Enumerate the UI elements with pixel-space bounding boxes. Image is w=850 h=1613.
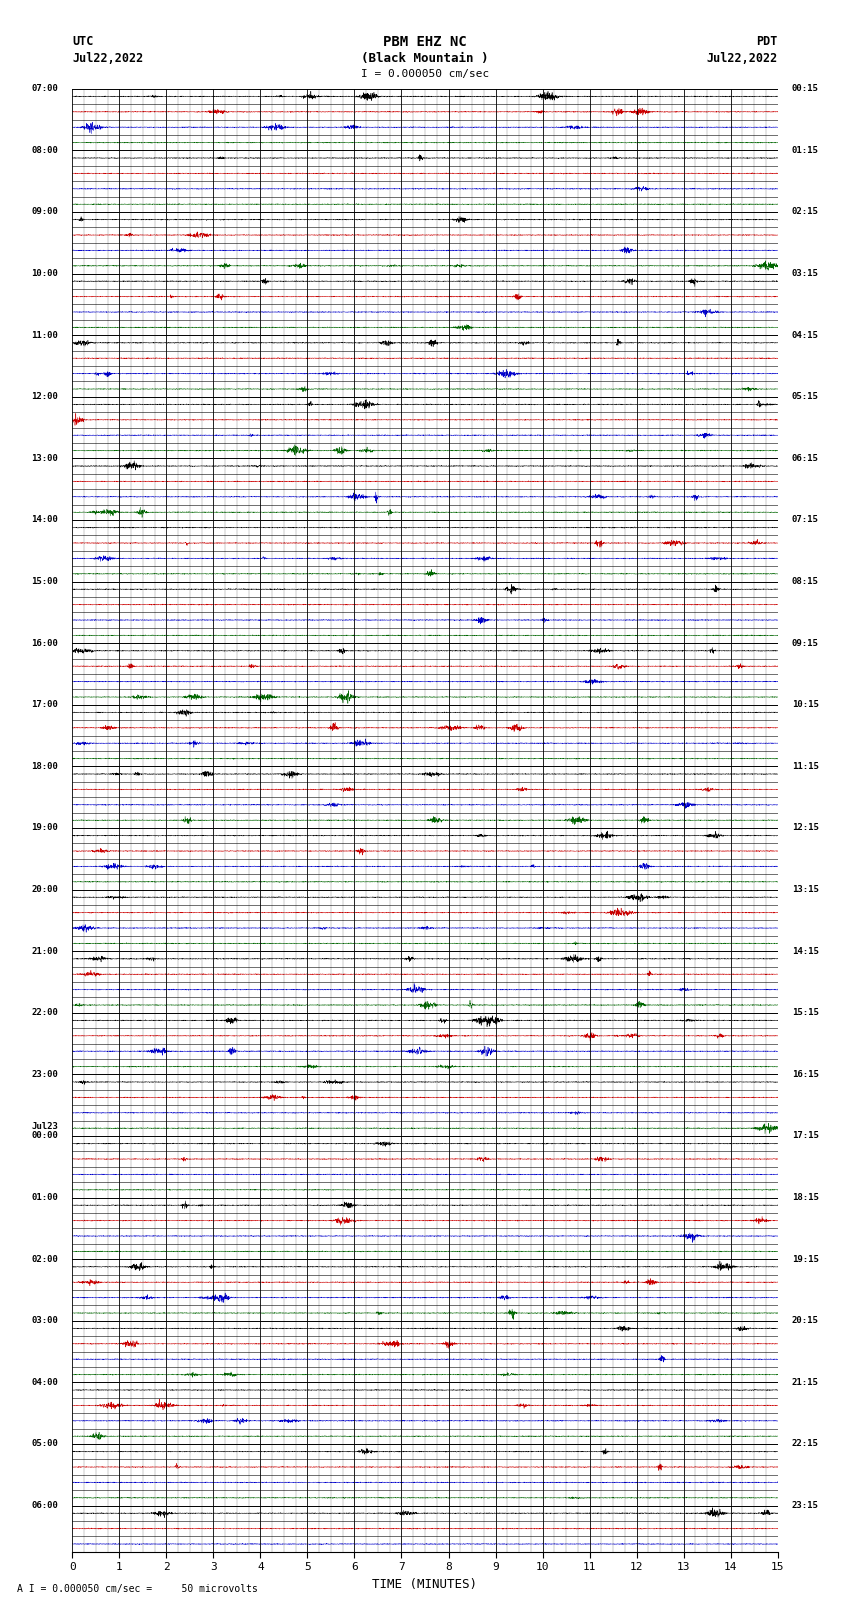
Text: Jul22,2022: Jul22,2022 <box>706 52 778 65</box>
Text: 18:00: 18:00 <box>31 761 58 771</box>
Text: Jul22,2022: Jul22,2022 <box>72 52 144 65</box>
Text: 21:15: 21:15 <box>792 1378 819 1387</box>
Text: 14:15: 14:15 <box>792 947 819 955</box>
Text: 06:00: 06:00 <box>31 1502 58 1510</box>
Text: 16:00: 16:00 <box>31 639 58 647</box>
Text: 05:15: 05:15 <box>792 392 819 402</box>
Text: 13:00: 13:00 <box>31 453 58 463</box>
Text: (Black Mountain ): (Black Mountain ) <box>361 52 489 65</box>
Text: 13:15: 13:15 <box>792 886 819 894</box>
Text: 00:15: 00:15 <box>792 84 819 94</box>
Text: PDT: PDT <box>756 35 778 48</box>
Text: 22:00: 22:00 <box>31 1008 58 1018</box>
Text: 15:00: 15:00 <box>31 577 58 586</box>
Text: 03:00: 03:00 <box>31 1316 58 1326</box>
Text: 23:00: 23:00 <box>31 1069 58 1079</box>
Text: 03:15: 03:15 <box>792 269 819 277</box>
Text: 07:00: 07:00 <box>31 84 58 94</box>
Text: I = 0.000050 cm/sec: I = 0.000050 cm/sec <box>361 69 489 79</box>
Text: 20:00: 20:00 <box>31 886 58 894</box>
Text: 09:15: 09:15 <box>792 639 819 647</box>
Text: 21:00: 21:00 <box>31 947 58 955</box>
Text: 11:00: 11:00 <box>31 331 58 340</box>
Text: 10:00: 10:00 <box>31 269 58 277</box>
Text: 02:00: 02:00 <box>31 1255 58 1263</box>
Text: 23:15: 23:15 <box>792 1502 819 1510</box>
Text: PBM EHZ NC: PBM EHZ NC <box>383 35 467 50</box>
Text: 01:15: 01:15 <box>792 145 819 155</box>
Text: 20:15: 20:15 <box>792 1316 819 1326</box>
Text: 22:15: 22:15 <box>792 1439 819 1448</box>
Text: 02:15: 02:15 <box>792 208 819 216</box>
Text: 19:15: 19:15 <box>792 1255 819 1263</box>
Text: 16:15: 16:15 <box>792 1069 819 1079</box>
Text: 08:00: 08:00 <box>31 145 58 155</box>
Text: 17:15: 17:15 <box>792 1131 819 1140</box>
Text: 04:00: 04:00 <box>31 1378 58 1387</box>
Text: 01:00: 01:00 <box>31 1194 58 1202</box>
Text: 00:00: 00:00 <box>31 1131 58 1140</box>
Text: 18:15: 18:15 <box>792 1194 819 1202</box>
Text: 07:15: 07:15 <box>792 516 819 524</box>
Text: 09:00: 09:00 <box>31 208 58 216</box>
Text: 12:00: 12:00 <box>31 392 58 402</box>
Text: UTC: UTC <box>72 35 94 48</box>
Text: A I = 0.000050 cm/sec =     50 microvolts: A I = 0.000050 cm/sec = 50 microvolts <box>17 1584 258 1594</box>
X-axis label: TIME (MINUTES): TIME (MINUTES) <box>372 1578 478 1590</box>
Text: 08:15: 08:15 <box>792 577 819 586</box>
Text: 06:15: 06:15 <box>792 453 819 463</box>
Text: 11:15: 11:15 <box>792 761 819 771</box>
Text: 05:00: 05:00 <box>31 1439 58 1448</box>
Text: 17:00: 17:00 <box>31 700 58 710</box>
Text: Jul23: Jul23 <box>31 1123 58 1131</box>
Text: 15:15: 15:15 <box>792 1008 819 1018</box>
Text: 19:00: 19:00 <box>31 823 58 832</box>
Text: 14:00: 14:00 <box>31 516 58 524</box>
Text: 10:15: 10:15 <box>792 700 819 710</box>
Text: 04:15: 04:15 <box>792 331 819 340</box>
Text: 12:15: 12:15 <box>792 823 819 832</box>
